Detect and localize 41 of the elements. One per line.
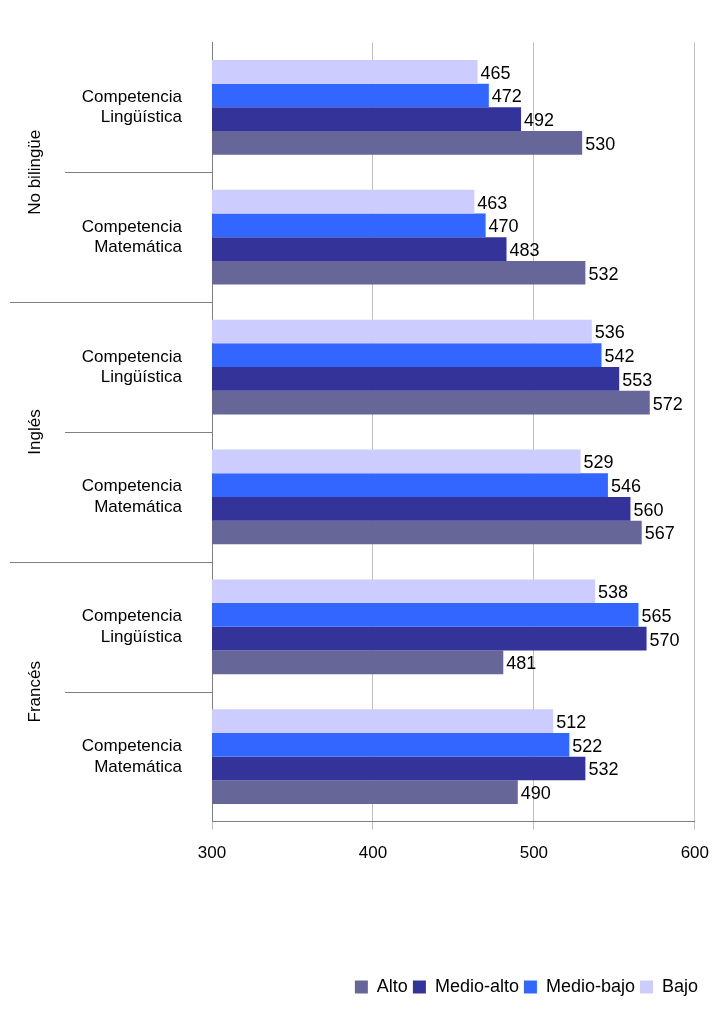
data-label: 465 [480,62,511,83]
data-label: 536 [594,322,625,343]
data-label: 572 [652,393,683,414]
y-tick-label: Competencia Matemática [81,736,183,776]
data-label: 570 [649,629,680,650]
x-tick-label: 500 [519,843,549,863]
data-label: 490 [520,783,551,804]
legend-label: Medio-alto [434,975,519,996]
data-label: 532 [588,759,619,780]
y-tick-label: Competencia Lingüística [81,86,183,127]
legend-label: Alto [376,975,408,996]
x-tick-label: 300 [197,843,227,863]
data-label: 481 [506,653,537,674]
x-tick-label: 400 [358,843,388,863]
data-label: 565 [641,605,672,626]
legend-label: Medio-bajo [545,975,635,996]
x-tick-label: 600 [680,843,710,863]
data-label: 483 [509,240,540,261]
data-label: 542 [604,346,635,367]
data-label: 470 [488,216,519,237]
data-label: 532 [588,263,619,284]
data-label: 512 [556,712,587,733]
text: Inglés [24,409,44,455]
y-tick-label: Competencia Matemática [81,476,183,516]
data-label: 530 [585,133,616,154]
data-label: 546 [610,476,641,497]
data-label: 538 [598,582,629,603]
data-label: 492 [524,110,555,131]
data-label: 560 [633,499,664,520]
data-label: 553 [622,369,653,390]
data-label: 522 [572,735,603,756]
data-label: 472 [491,86,522,107]
data-label: 567 [644,523,675,544]
y-tick-label: Competencia Matemática [81,216,183,257]
data-label: 529 [583,452,614,473]
legend-label: Bajo [661,975,698,996]
text: No bilingüe [24,129,44,215]
y-tick-label: Competencia Lingüística [81,346,183,386]
y-tick-label: Competencia Lingüística [81,606,183,646]
data-label: 463 [477,192,508,213]
text: Francés [24,661,44,723]
